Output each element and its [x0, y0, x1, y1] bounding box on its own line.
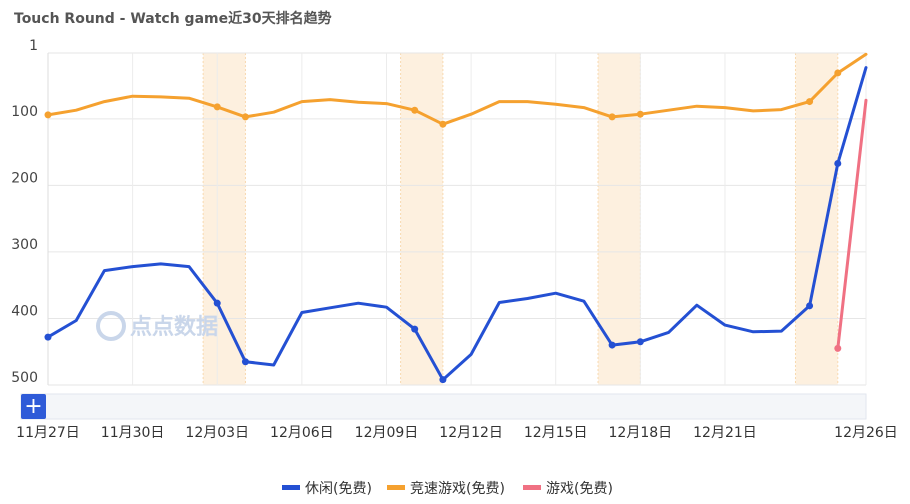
x-tick-label: 12月26日: [834, 425, 898, 441]
data-point[interactable]: [608, 341, 616, 349]
data-point[interactable]: [834, 159, 842, 167]
y-tick-label: 400: [11, 303, 38, 319]
legend-swatch[interactable]: [282, 485, 300, 490]
y-axis-ticks: 1 100 200 300 400 500: [11, 38, 38, 386]
series-lines: [46, 52, 868, 382]
series-line-0: [46, 66, 868, 382]
data-point[interactable]: [806, 302, 814, 310]
x-tick-label: 12月15日: [524, 425, 588, 441]
legend-label[interactable]: 休闲(免费): [305, 481, 372, 497]
chart-title: Touch Round - Watch game近30天排名趋势: [14, 11, 332, 27]
y-tick-label: 1: [29, 38, 38, 54]
x-axis-ticks: 11月27日 11月30日 12月03日 12月06日 12月09日 12月12日 12月1…: [16, 425, 898, 441]
weekend-band: [598, 53, 641, 385]
data-point[interactable]: [636, 110, 644, 118]
zoom-slider-track[interactable]: [20, 393, 867, 420]
data-point[interactable]: [439, 376, 447, 384]
data-point[interactable]: [834, 344, 842, 352]
data-point[interactable]: [439, 120, 447, 128]
zoom-button[interactable]: +: [21, 394, 46, 419]
x-tick-label: 12月21日: [693, 425, 757, 441]
legend: 休闲(免费) 竞速游戏(免费) 游戏(免费): [282, 480, 613, 497]
x-tick-label: 12月12日: [439, 425, 503, 441]
data-point[interactable]: [44, 111, 52, 119]
watermark-logo-icon: [96, 311, 126, 341]
legend-swatch[interactable]: [387, 485, 405, 490]
data-point[interactable]: [213, 299, 221, 307]
x-tick-label: 11月30日: [101, 425, 165, 441]
watermark: 点点数据: [96, 311, 218, 341]
x-tick-label: 12月09日: [355, 425, 419, 441]
data-point[interactable]: [241, 113, 249, 121]
legend-swatch[interactable]: [523, 485, 541, 490]
x-tick-label: 12月03日: [185, 425, 249, 441]
data-point[interactable]: [806, 98, 814, 106]
data-point[interactable]: [636, 338, 644, 346]
data-point[interactable]: [608, 113, 616, 121]
legend-label[interactable]: 竞速游戏(免费): [410, 480, 505, 497]
x-tick-label: 11月27日: [16, 425, 80, 441]
y-tick-label: 200: [11, 170, 38, 186]
weekend-band: [795, 53, 838, 385]
legend-label[interactable]: 游戏(免费): [546, 481, 613, 497]
y-tick-label: 100: [11, 104, 38, 120]
series-line-1: [46, 52, 868, 126]
watermark-text: 点点数据: [130, 314, 218, 340]
weekend-band: [400, 53, 443, 385]
x-tick-label: 12月18日: [609, 425, 673, 441]
data-point[interactable]: [411, 106, 419, 114]
data-point[interactable]: [411, 325, 419, 333]
series-markers: [44, 69, 842, 384]
y-tick-label: 300: [11, 237, 38, 253]
series-line-2: [836, 98, 868, 350]
zoom-bar[interactable]: [20, 393, 867, 420]
x-tick-label: 12月06日: [270, 425, 334, 441]
y-tick-label: 500: [11, 370, 38, 386]
data-point[interactable]: [241, 358, 249, 366]
data-point[interactable]: [834, 69, 842, 77]
data-point[interactable]: [44, 333, 52, 341]
data-point[interactable]: [213, 103, 221, 111]
